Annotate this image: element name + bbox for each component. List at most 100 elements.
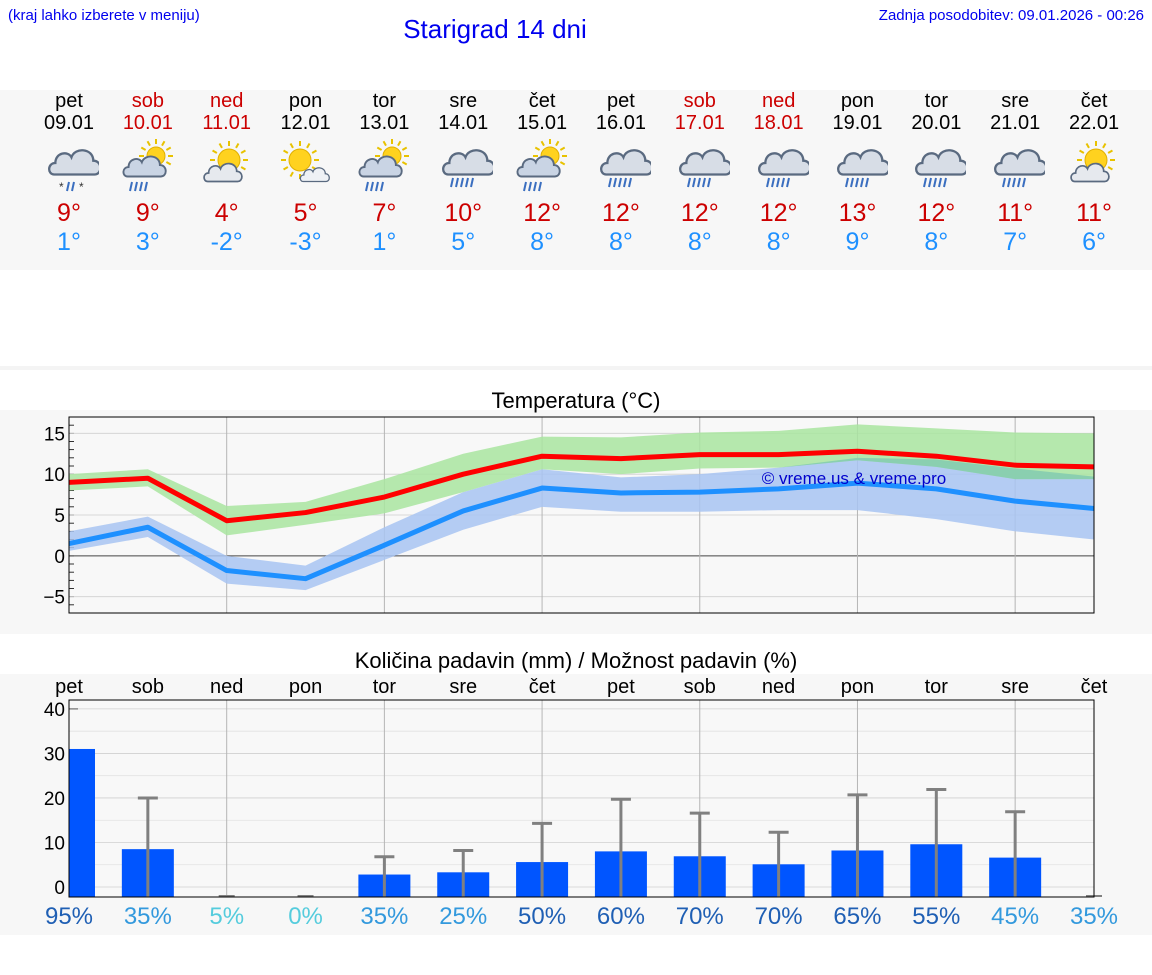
precipitation-day-label: čet (1080, 676, 1108, 698)
min-temperature: -2° (210, 228, 243, 256)
y-tick-label: 0 (54, 878, 65, 899)
y-tick-label: 0 (54, 547, 65, 568)
day-date: 18.01 (753, 112, 804, 134)
day-date: 14.01 (438, 112, 489, 134)
y-tick-label: 30 (44, 744, 65, 765)
precipitation-day-label: pet (55, 676, 83, 698)
forecast-days-band (0, 90, 1152, 270)
day-column: sre 21.01 11° 7° (970, 90, 1060, 256)
location-menu-hint[interactable]: (kraj lahko izberete v meniju) (8, 7, 200, 24)
min-temperature: 8° (608, 228, 633, 256)
min-temperature: 1° (57, 228, 81, 256)
max-temperature: 9° (135, 199, 160, 227)
max-temperature: 11° (997, 199, 1034, 227)
precipitation-day-label: sre (449, 676, 478, 698)
precipitation-chart: 0 10 20 30 40 (44, 699, 1102, 899)
precipitation-chart-title: Količina padavin (mm) / Možnost padavin … (354, 648, 798, 673)
min-temperature-line (68, 480, 1095, 582)
min-temperature: 8° (687, 228, 712, 256)
precipitation-bar (69, 748, 95, 897)
day-column: tor 13.01 7° 1° (339, 90, 429, 256)
precipitation-day-label: sre (1001, 676, 1030, 698)
sun-cloud-rain-icon (122, 139, 173, 192)
precipitation-day-label: čet (528, 676, 556, 698)
day-date: 22.01 (1069, 112, 1120, 134)
max-temperature: 9° (57, 199, 81, 227)
sun-small-cloud-icon (280, 141, 330, 183)
day-date: 09.01 (43, 112, 95, 134)
day-name: sob (683, 90, 716, 112)
day-column: ned 18.01 12° 8° (734, 90, 824, 256)
day-name: čet (1080, 90, 1108, 112)
max-temperature: 12° (602, 199, 640, 227)
section-divider (0, 366, 1152, 370)
temperature-chart-title: Temperatura (°C) (491, 388, 661, 413)
day-name: pet (55, 90, 83, 112)
day-name: sre (449, 90, 478, 112)
day-date: 16.01 (595, 112, 646, 134)
cloud-rain-icon (442, 149, 494, 188)
max-temperature: 5° (293, 199, 318, 227)
day-name: ned (210, 90, 244, 112)
day-column: pet 09.01 * * 9° 1° (24, 90, 114, 256)
plot-frame (68, 416, 1095, 614)
day-column: čet 22.01 11° 6° (1049, 90, 1139, 256)
min-temperature: 7° (1003, 228, 1028, 256)
min-temperature: 8° (766, 228, 791, 256)
max-temperature: 11° (1076, 199, 1113, 227)
day-name: pon (288, 90, 323, 112)
day-date: 11.01 (202, 112, 251, 134)
precipitation-probability: 35% (360, 903, 409, 930)
precipitation-probability: 60% (596, 903, 645, 930)
max-temperature: 10° (444, 199, 483, 227)
max-temperature: 12° (523, 199, 561, 227)
cloud-rain-icon (836, 149, 888, 188)
sun-cloud-rain-icon (516, 139, 568, 192)
cloud-snow-rain-icon: * * (48, 149, 99, 194)
max-temperature: 7° (372, 199, 397, 227)
svg-text:*: * (59, 180, 64, 194)
precipitation-day-label: pet (607, 676, 635, 698)
day-column: čet 15.01 12° 8° (497, 90, 587, 256)
day-date: 19.01 (832, 112, 883, 134)
min-temperature: 8° (530, 228, 555, 256)
max-temperature: 12° (917, 199, 956, 227)
cloud-rain-icon (915, 149, 967, 188)
min-temperature: 9° (845, 228, 870, 256)
max-temperature-line (68, 448, 1095, 524)
y-tick-label: 5 (54, 506, 65, 527)
max-temperature: 12° (759, 199, 798, 227)
y-tick-label: 15 (44, 424, 65, 445)
precipitation-probability: 70% (675, 903, 724, 930)
day-column: sre 14.01 10° 5° (418, 90, 508, 256)
y-tick-label: 20 (44, 789, 65, 810)
cloud-rain-icon (757, 149, 809, 188)
min-temperature: 1° (372, 228, 397, 256)
day-date: 17.01 (674, 112, 725, 134)
y-tick-label: 40 (44, 700, 65, 721)
min-temperature: 8° (924, 228, 949, 256)
day-name: sob (131, 90, 164, 112)
sun-cloud-icon (1070, 141, 1116, 183)
sun-cloud-rain-icon (358, 139, 410, 192)
plot-frame (68, 699, 1095, 898)
cloud-rain-icon (994, 149, 1046, 188)
precipitation-probability: 35% (1069, 903, 1119, 930)
min-temperature-band (69, 457, 1094, 591)
day-name: ned (761, 90, 796, 112)
day-name: tor (924, 90, 949, 112)
day-name: pon (840, 90, 875, 112)
day-date: 13.01 (359, 112, 410, 134)
temperature-chart: −5 0 5 10 15 © vreme.us & vreme.pro (43, 416, 1095, 614)
day-column: sob 10.01 9° 3° (103, 90, 193, 256)
y-tick-label: 10 (44, 833, 65, 854)
max-temperature: 4° (214, 199, 239, 227)
precipitation-probability: 65% (833, 903, 882, 930)
precipitation-day-label: tor (924, 676, 948, 698)
day-column: pet 16.01 12° 8° (576, 90, 666, 256)
sun-cloud-icon (202, 141, 248, 183)
day-column: ned 11.01 4° -2° (182, 90, 272, 256)
precipitation-day-label: tor (372, 676, 397, 698)
day-date: 20.01 (911, 112, 962, 134)
day-date: 15.01 (517, 112, 568, 134)
